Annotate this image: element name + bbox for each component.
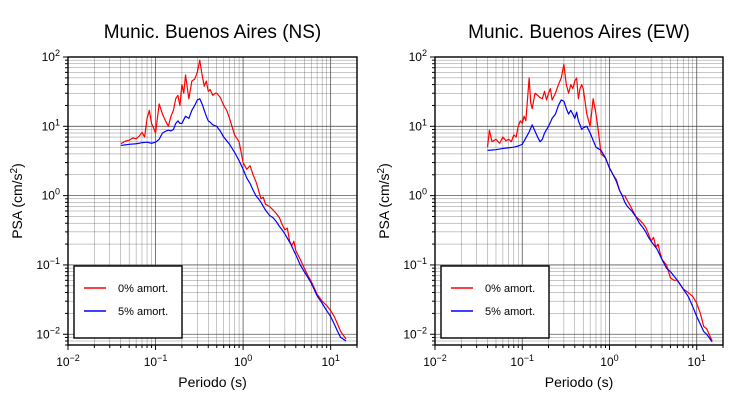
- series-lines: [486, 63, 713, 343]
- plot-frame: [434, 56, 724, 346]
- series-line-0pct: [120, 59, 347, 340]
- grid: [67, 56, 358, 346]
- legend-label: 0% amort.: [485, 283, 535, 295]
- series-line-0pct: [486, 63, 713, 342]
- legend-box: [440, 265, 550, 339]
- x-axis-label: Periodo (s): [545, 374, 613, 390]
- y-tick-label: 101: [409, 117, 427, 133]
- x-tick-label: 10−1: [510, 353, 534, 369]
- x-tick-label: 10−1: [144, 353, 168, 369]
- chart-panel-ew: 10−2 10−1 100 101 10−2 10−1 100 101 102 Munic. Bu…: [376, 22, 724, 390]
- legend-label: 0% amort.: [118, 283, 168, 295]
- y-tick-label: 10−2: [403, 325, 427, 341]
- x-axis-label: Periodo (s): [178, 374, 246, 390]
- x-tick-label: 100: [234, 353, 252, 369]
- chart-title: Munic. Buenos Aires (EW): [468, 22, 690, 43]
- y-tick-label: 100: [42, 187, 60, 203]
- y-tick-label: 102: [42, 48, 60, 64]
- x-tick-label: 101: [321, 353, 339, 369]
- legend: 0% amort. 5% amort.: [440, 265, 550, 339]
- chart-panel-ns: 10−2 10−1 100 101 10−2 10−1 100 101 102 Munic. Bu…: [9, 22, 358, 390]
- chart-title: Munic. Buenos Aires (NS): [104, 22, 322, 43]
- x-tick-label: 10−2: [56, 353, 80, 369]
- legend-box: [73, 265, 183, 339]
- tick-marks: [63, 56, 358, 350]
- series-line-5pct: [487, 99, 713, 343]
- x-tick-label: 10−2: [423, 353, 447, 369]
- legend-label: 5% amort.: [118, 306, 168, 318]
- y-axis-label: PSA (cm/s2): [9, 163, 25, 239]
- y-tick-label: 100: [409, 187, 427, 203]
- legend: 0% amort. 5% amort.: [73, 265, 183, 339]
- y-tick-label: 10−1: [403, 256, 427, 272]
- tick-marks: [430, 56, 724, 350]
- y-axis-label: PSA (cm/s2): [376, 163, 392, 239]
- y-tick-label: 10−2: [36, 325, 60, 341]
- series-lines: [120, 59, 347, 342]
- x-tick-label: 101: [688, 353, 706, 369]
- y-tick-label: 10−1: [36, 256, 60, 272]
- series-line-5pct: [120, 98, 347, 342]
- legend-label: 5% amort.: [485, 306, 535, 318]
- x-tick-label: 100: [600, 353, 618, 369]
- y-tick-label: 101: [42, 117, 60, 133]
- plot-frame: [67, 56, 358, 346]
- y-tick-label: 102: [409, 48, 427, 64]
